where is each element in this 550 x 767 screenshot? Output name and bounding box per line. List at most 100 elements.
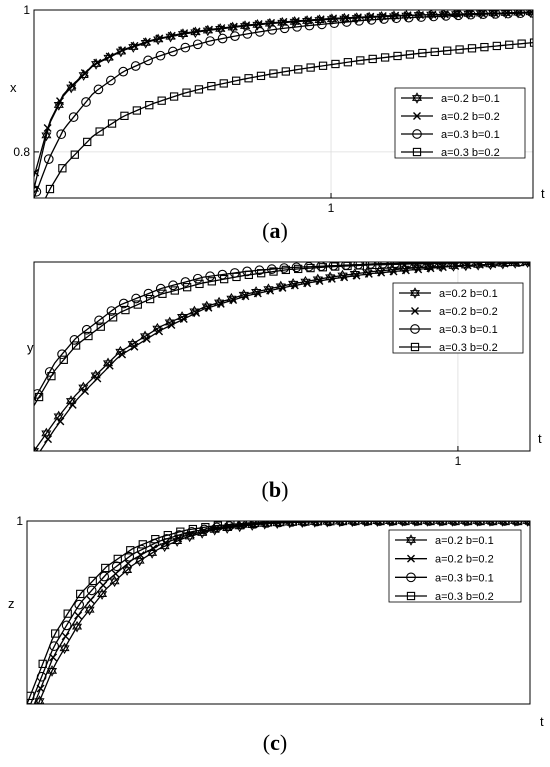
legend-label: a=0.3 b=0.1 xyxy=(439,324,498,336)
data-point xyxy=(226,521,235,529)
legend-label: a=0.3 b=0.2 xyxy=(435,591,494,603)
data-point xyxy=(455,45,464,54)
data-point xyxy=(51,629,60,638)
data-point xyxy=(491,262,500,267)
data-point xyxy=(366,15,377,25)
data-point xyxy=(192,39,203,50)
data-point xyxy=(81,324,92,335)
data-point xyxy=(363,521,373,526)
series-4 xyxy=(27,521,530,704)
data-point xyxy=(405,262,414,269)
data-point xyxy=(392,262,402,269)
data-point xyxy=(143,55,153,66)
data-point xyxy=(58,164,67,173)
y-tick-label: 1 xyxy=(16,514,23,528)
data-point xyxy=(291,262,302,273)
panel-caption: (c) xyxy=(263,730,287,755)
data-point xyxy=(205,271,215,282)
data-point xyxy=(281,67,290,76)
data-point xyxy=(204,25,213,34)
data-point xyxy=(263,521,273,527)
data-point xyxy=(63,609,72,618)
data-point xyxy=(244,270,253,279)
data-point xyxy=(27,703,33,704)
data-point xyxy=(366,12,375,21)
series-4 xyxy=(34,262,530,406)
data-point xyxy=(56,129,67,140)
data-point xyxy=(188,524,197,534)
data-point xyxy=(121,305,130,315)
data-point xyxy=(453,10,464,21)
data-point xyxy=(331,262,340,271)
data-point xyxy=(61,620,72,631)
data-point xyxy=(401,521,410,526)
data-point xyxy=(25,716,32,723)
caption-letter: c xyxy=(270,730,280,755)
data-point xyxy=(253,289,262,298)
data-point xyxy=(503,10,513,19)
data-point xyxy=(59,355,68,364)
data-point xyxy=(244,74,253,83)
data-point xyxy=(443,46,452,55)
data-point xyxy=(84,603,95,616)
data-point xyxy=(71,341,81,350)
data-point xyxy=(93,58,102,67)
data-point xyxy=(376,521,385,526)
data-point xyxy=(47,665,58,677)
data-point xyxy=(438,521,448,526)
data-point xyxy=(229,296,238,305)
data-point xyxy=(108,313,118,322)
data-point xyxy=(74,611,83,620)
y-axis-label: z xyxy=(8,596,15,611)
legend-marker xyxy=(411,307,419,315)
panel-caption: (b) xyxy=(262,477,289,502)
data-point xyxy=(70,150,79,159)
data-point xyxy=(379,14,389,24)
legend-marker xyxy=(413,112,421,120)
data-point xyxy=(327,274,336,283)
data-point xyxy=(288,521,298,526)
data-point xyxy=(126,546,135,555)
data-point xyxy=(229,22,238,31)
legend: a=0.2 b=0.1 a=0.2 b=0.2 a=0.3 b=0.1 a=0.3 b… xyxy=(392,282,524,354)
data-point xyxy=(488,521,498,526)
data-point xyxy=(416,12,427,22)
x-axis-label: t xyxy=(540,714,544,729)
legend: a=0.2 b=0.1 a=0.2 b=0.2 a=0.3 b=0.1 a=0.3 b… xyxy=(388,529,522,603)
y-axis-label: y xyxy=(27,340,34,355)
data-point xyxy=(118,350,127,359)
data-point xyxy=(352,271,361,280)
data-point xyxy=(290,281,299,290)
data-point xyxy=(341,17,352,27)
data-point xyxy=(68,112,79,122)
data-point xyxy=(152,322,163,335)
data-point xyxy=(192,273,203,284)
data-point xyxy=(106,75,116,86)
data-point xyxy=(86,595,95,604)
data-point xyxy=(516,262,525,267)
legend-marker xyxy=(406,572,416,583)
data-point xyxy=(230,31,240,42)
data-point xyxy=(269,69,278,78)
data-point xyxy=(44,435,53,444)
data-point xyxy=(219,79,228,88)
data-point xyxy=(195,279,204,289)
data-point xyxy=(256,71,266,81)
caption-letter: a xyxy=(270,218,281,243)
data-point xyxy=(111,569,120,578)
legend-label: a=0.3 b=0.1 xyxy=(441,129,500,141)
data-point xyxy=(517,39,526,48)
data-point xyxy=(254,20,263,29)
data-point xyxy=(301,521,310,526)
legend-label: a=0.2 b=0.2 xyxy=(435,554,494,566)
data-point xyxy=(131,293,141,304)
data-point xyxy=(454,262,463,268)
data-point xyxy=(88,576,97,586)
data-point xyxy=(105,52,114,61)
plot-frame xyxy=(33,9,534,199)
data-point xyxy=(354,15,364,26)
data-point xyxy=(99,571,110,582)
data-point xyxy=(101,563,110,573)
legend: a=0.2 b=0.1 a=0.2 b=0.2 a=0.3 b=0.1 a=0.3 b… xyxy=(394,87,526,159)
data-point xyxy=(99,581,108,590)
